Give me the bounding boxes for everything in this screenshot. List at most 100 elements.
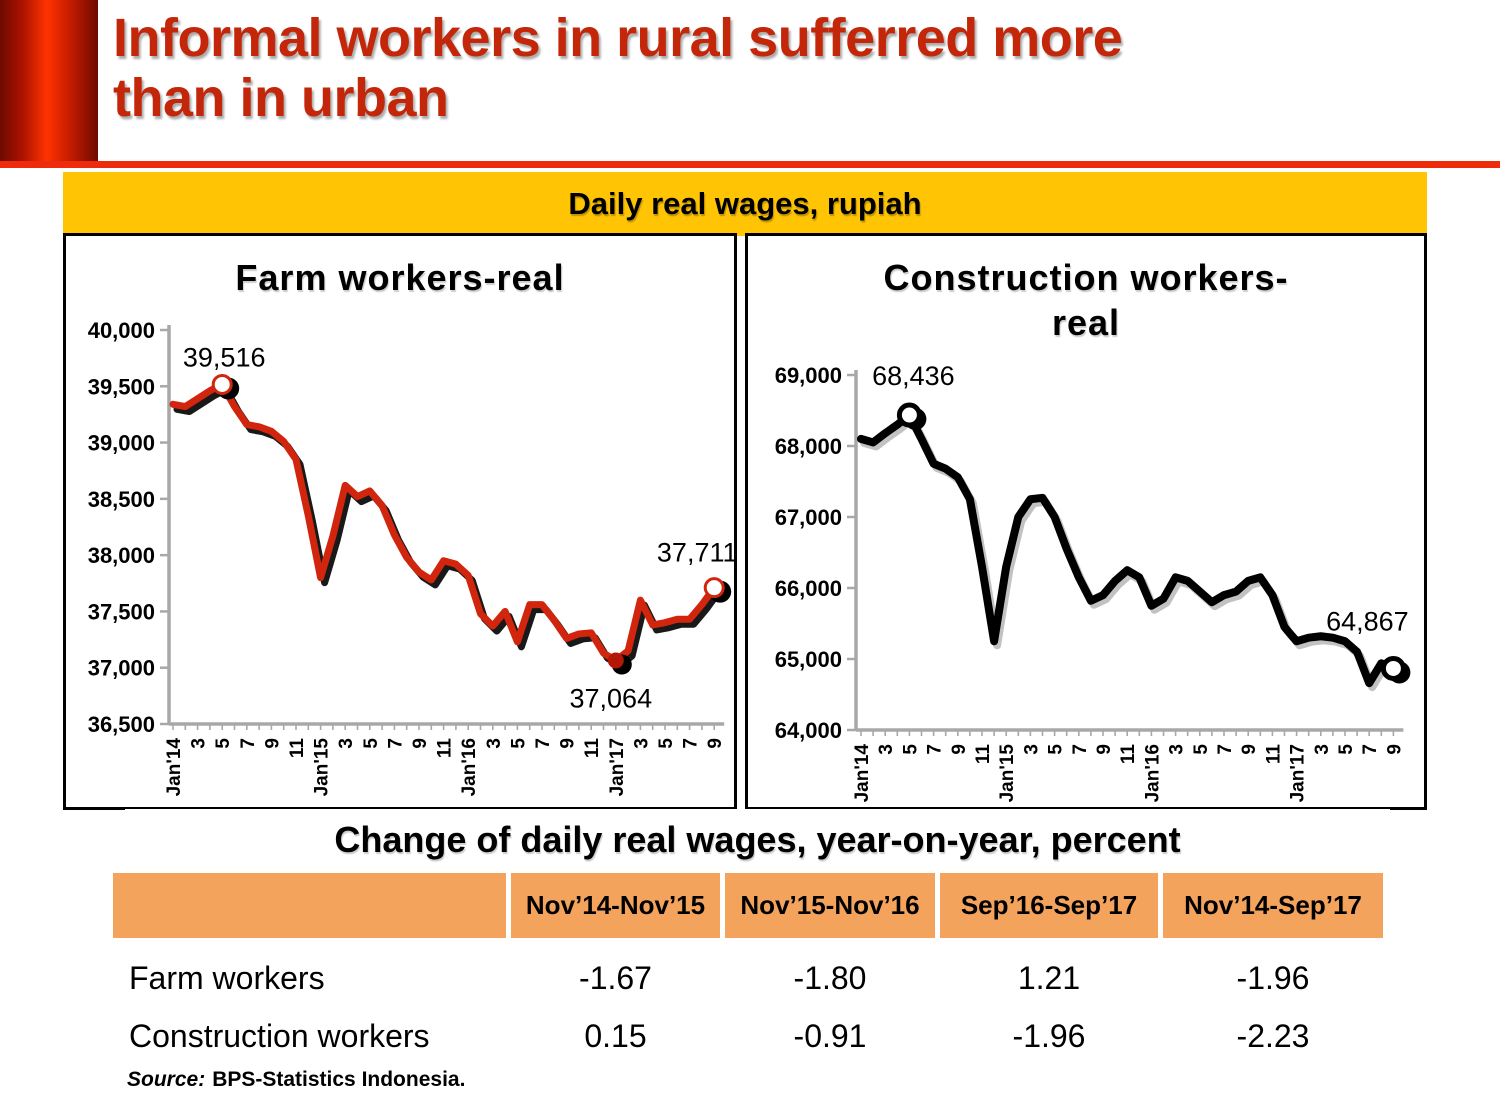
farm-chart-panel: Farm workers-real 36,500 37,000 37,500 38,0… [63,233,737,810]
source-note: Source: BPS-Statistics Indonesia. [127,1068,465,1092]
x-tick-label: 7 [1215,744,1236,755]
plot-group: 64,000 65,000 66,000 67,000 68,000 69,000 Jan'… [775,361,1411,802]
y-tick-label: 67,000 [775,505,842,530]
x-tick-label: 7 [533,738,554,749]
table-cell: -0.91 [793,1017,867,1054]
title-accent-bar [0,0,98,162]
x-tick-label: 3 [189,738,210,749]
x-tick-label: 7 [1360,744,1381,755]
construction-chart-title: Construction workers- real [883,257,1289,343]
table-cell: -1.67 [579,959,652,996]
x-tick-label: 9 [262,738,283,749]
x-tick-label: 5 [656,738,677,749]
y-tick-label: 66,000 [775,576,842,601]
x-tick-label: Jan'14 [852,744,873,803]
x-tick-label: Jan'17 [607,738,628,796]
x-tick-label: Jan'17 [1288,744,1309,802]
x-tick-label: 9 [1094,744,1115,755]
y-tick-label: 68,000 [775,434,842,459]
wage-change-table: Nov’14-Nov’15 Nov’15-Nov’16 Sep’16-Sep’17 N… [113,873,1385,1065]
x-tick-label: 5 [508,738,529,749]
wage-line [857,411,1398,688]
y-tick-label: 38,000 [88,543,155,568]
x-tick-label: 9 [1239,744,1260,755]
table-header-cell: Sep’16-Sep’17 [940,873,1158,938]
table-cell: -1.96 [1236,959,1310,996]
data-marker [211,373,233,395]
x-tick-label: 9 [949,744,970,755]
x-tick-label: 3 [484,738,505,749]
x-tick-label: 5 [1191,744,1212,755]
table-body: Farm workers -1.67 -1.80 1.21 -1.96 Construct… [113,938,1385,1065]
annotation-label: 68,436 [872,361,955,391]
wage-line [169,380,718,665]
data-marker [1380,655,1406,681]
data-marker [703,577,725,599]
x-tick-label: 7 [925,744,946,755]
x-tick-label: 7 [385,738,406,749]
table-row: Construction workers 0.15 -0.91 -1.96 -2.23 [113,1007,1385,1065]
x-tick-label: 3 [1021,744,1042,755]
x-tick-label: 5 [1336,744,1357,755]
y-tick-label: 40,000 [88,318,155,343]
table-row: Farm workers -1.67 -1.80 1.21 -1.96 [113,949,1385,1007]
x-tick-label: 3 [336,738,357,749]
construction-chart-panel: Construction workers- real 64,000 65,000 6… [745,233,1427,810]
x-tick-label: 11 [287,738,308,759]
x-tick-label: 7 [681,738,702,749]
x-tick-label: Jan'16 [459,738,480,796]
x-tick-label: 3 [1167,744,1188,755]
x-tick-label: Jan'14 [164,738,185,797]
x-tick-label: 11 [1118,744,1139,765]
x-tick-label: 11 [1263,744,1284,765]
source-label: Source: [127,1068,206,1091]
y-tick-label: 65,000 [775,647,842,672]
x-tick-label: 7 [238,738,259,749]
y-tick-label: 64,000 [775,718,842,743]
x-tick-label: 5 [900,744,921,755]
annotation-label: 37,064 [570,684,653,714]
data-marker [896,402,922,428]
x-tick-label: 9 [1384,744,1405,755]
title-divider-rule [0,161,1500,168]
farm-workers-chart: 36,500 37,000 37,500 38,000 38,500 39,000 39,5… [88,318,738,797]
table-header-cell-empty [113,873,506,938]
x-tick-label: 11 [582,738,603,759]
x-tick-label: 5 [213,738,234,749]
x-tick-label: 3 [1312,744,1333,755]
x-tick-label: 5 [361,738,382,749]
annotation-label: 37,711 [657,538,738,568]
x-tick-label: 3 [876,744,897,755]
annotation-label: 64,867 [1326,606,1409,636]
y-tick-label: 37,500 [88,599,155,624]
table-cell: 1.21 [1017,959,1081,996]
table-header-cell: Nov’15-Nov’16 [725,873,935,938]
annotation-label: 39,516 [183,342,266,372]
x-tick-label: 7 [1070,744,1091,755]
table-cell: 0.15 [584,1017,647,1054]
x-tick-label: Jan'16 [1142,744,1163,802]
table-cell: -2.23 [1236,1017,1310,1054]
source-text: BPS-Statistics Indonesia. [212,1068,466,1091]
x-tick-label: Jan'15 [312,738,333,797]
table-cell: -1.80 [793,959,867,996]
x-tick-label: 9 [705,738,726,749]
y-tick-label: 36,500 [88,712,155,737]
data-marker [607,652,624,669]
x-tick-label: Jan'15 [997,744,1018,803]
x-tick-label: 11 [973,744,994,765]
y-tick-label: 39,000 [88,431,155,456]
table-header-cell: Nov’14-Nov’15 [511,873,720,938]
row-label: Construction workers [129,1017,430,1054]
x-tick-label: 3 [631,738,652,749]
y-tick-label: 37,000 [88,656,155,681]
y-tick-label: 38,500 [88,487,155,512]
slide-title: Informal workers in rural sufferred more… [113,8,1123,129]
table-header-cell: Nov’14-Sep’17 [1163,873,1383,938]
x-tick-label: 11 [435,738,456,759]
table-title: Change of daily real wages, year-on-year… [125,809,1390,871]
x-tick-label: 9 [410,738,431,749]
x-tick-label: 9 [558,738,579,749]
line-shadow [860,415,1401,692]
